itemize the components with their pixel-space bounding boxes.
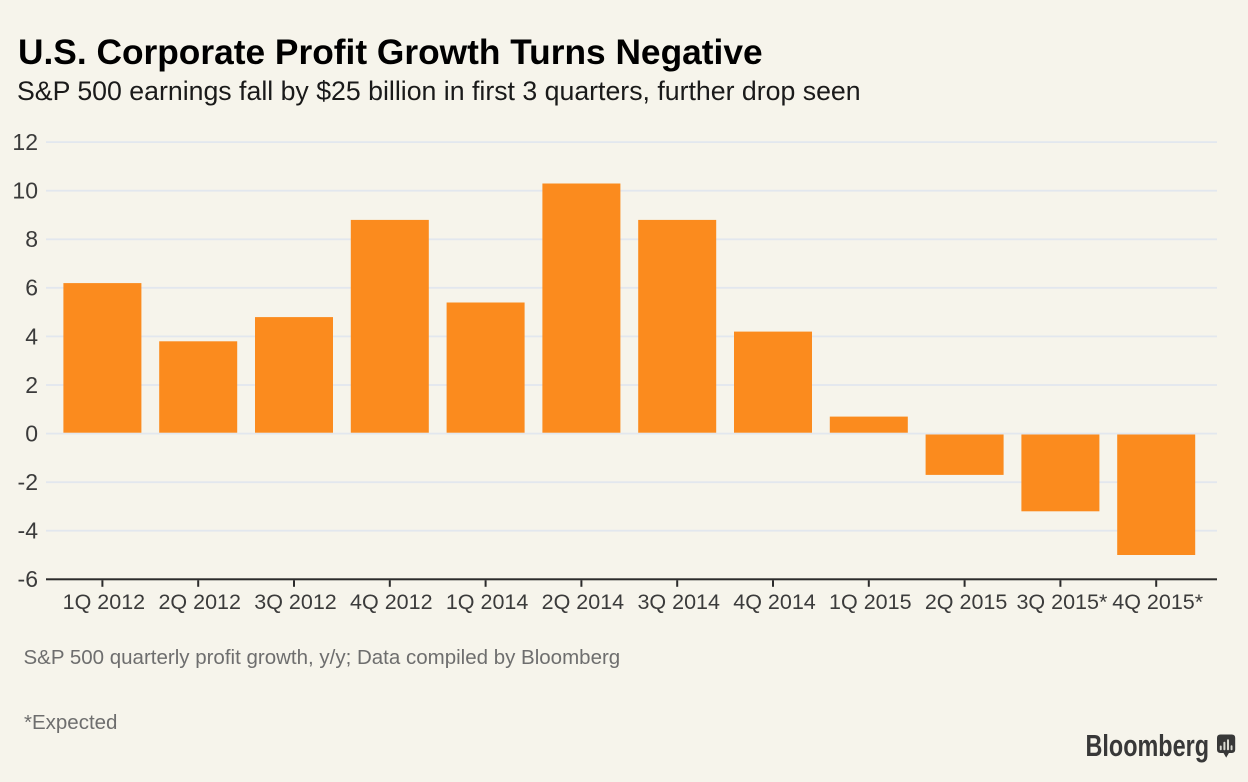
svg-text:8: 8 — [25, 226, 38, 252]
svg-text:4Q 2012: 4Q 2012 — [350, 590, 432, 614]
svg-text:Bloomberg: Bloomberg — [1086, 729, 1210, 763]
svg-text:12: 12 — [12, 129, 38, 155]
svg-text:3Q 2014: 3Q 2014 — [637, 590, 720, 614]
svg-text:0: 0 — [25, 421, 38, 447]
svg-text:10: 10 — [12, 178, 38, 204]
svg-text:S&P 500 earnings fall by $25 b: S&P 500 earnings fall by $25 billion in … — [17, 76, 861, 106]
svg-text:2Q 2015: 2Q 2015 — [925, 590, 1008, 614]
svg-text:-6: -6 — [18, 566, 38, 592]
svg-text:1Q 2015: 1Q 2015 — [829, 590, 912, 614]
svg-text:-2: -2 — [18, 469, 38, 495]
svg-text:4: 4 — [25, 323, 38, 349]
svg-text:-4: -4 — [18, 518, 39, 544]
svg-text:3Q 2015*: 3Q 2015* — [1016, 590, 1107, 614]
svg-text:1Q 2014: 1Q 2014 — [446, 590, 529, 614]
svg-text:4Q 2015*: 4Q 2015* — [1112, 590, 1203, 614]
svg-text:2Q 2012: 2Q 2012 — [158, 590, 240, 614]
svg-text:4Q 2014: 4Q 2014 — [733, 590, 816, 614]
svg-text:6: 6 — [25, 275, 38, 301]
svg-text:S&P 500 quarterly profit growt: S&P 500 quarterly profit growth, y/y; Da… — [24, 646, 621, 669]
svg-text:U.S. Corporate Profit Growth T: U.S. Corporate Profit Growth Turns Negat… — [18, 33, 763, 72]
svg-text:2: 2 — [25, 372, 38, 398]
svg-text:*Expected: *Expected — [24, 711, 117, 734]
svg-text:3Q 2012: 3Q 2012 — [254, 590, 336, 614]
svg-text:2Q 2014: 2Q 2014 — [542, 590, 625, 614]
svg-text:1Q 2012: 1Q 2012 — [63, 590, 145, 614]
